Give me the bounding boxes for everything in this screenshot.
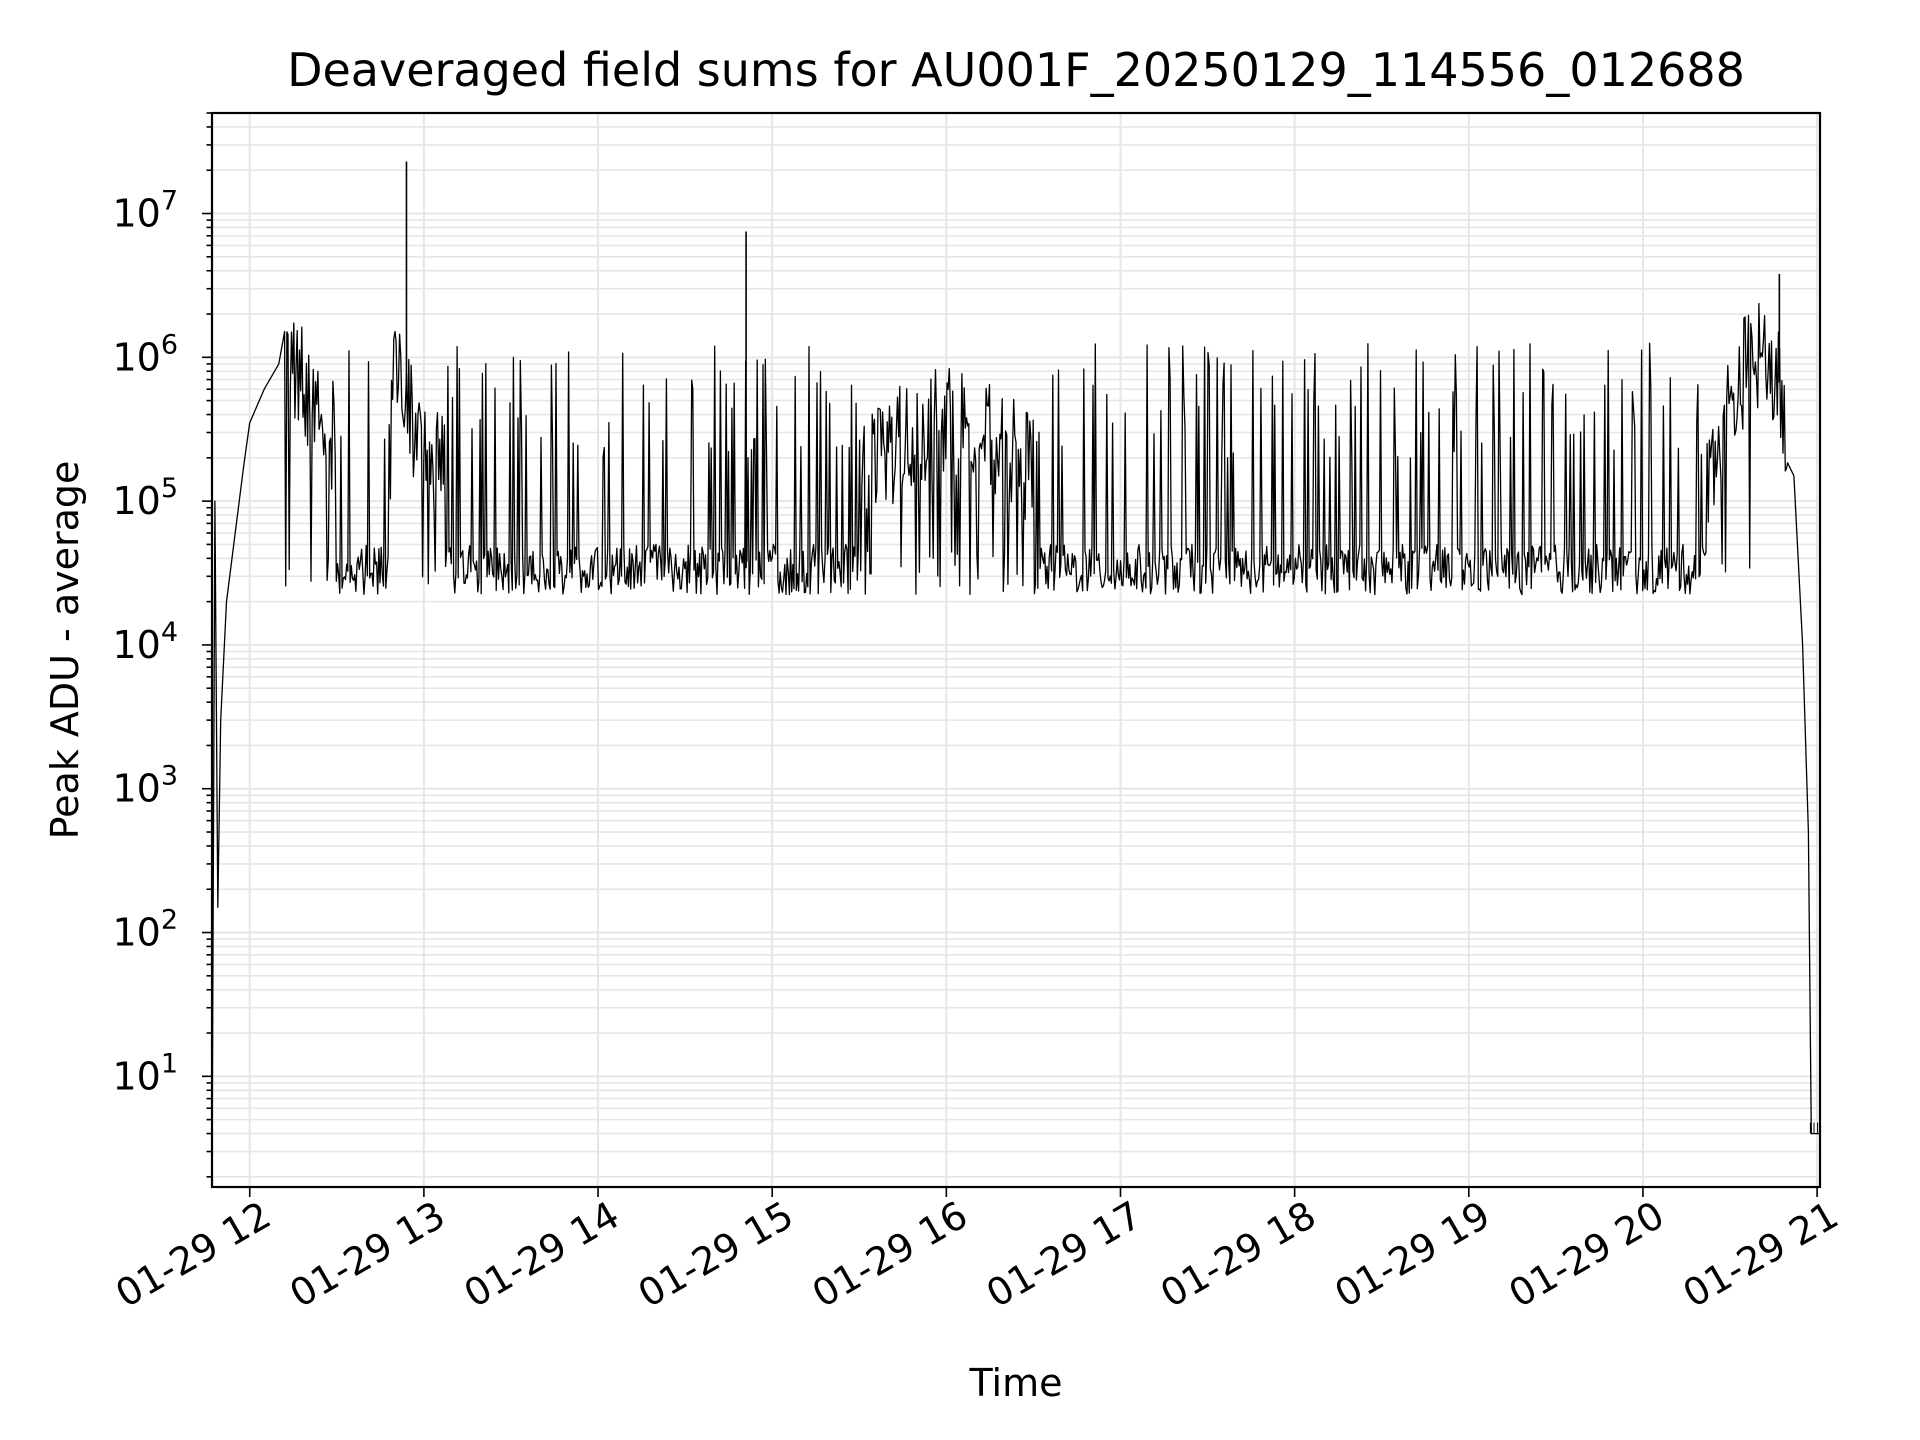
y-tick-label: 107: [112, 186, 178, 236]
x-tick-label: 01-29 19: [1327, 1193, 1497, 1317]
x-tick-label: 01-29 17: [979, 1193, 1149, 1317]
x-axis: 01-29 12 01-29 13 01-29 14 01-29 15 01-29 16…: [108, 1187, 1846, 1317]
y-tick-label: 106: [112, 329, 178, 379]
y-tick-label: 101: [112, 1048, 178, 1098]
x-tick-label: 01-29 12: [108, 1193, 278, 1317]
y-axis-label: Peak ADU - average: [43, 461, 87, 840]
chart-title: Deaveraged field sums for AU001F_2025012…: [287, 43, 1745, 97]
y-axis: 101 102 103 104 105 106 107: [112, 112, 212, 1178]
y-tick-label: 103: [112, 761, 178, 811]
grid: [212, 112, 1820, 1187]
data-layer: [211, 161, 1820, 1188]
x-tick-label: 01-29 21: [1676, 1193, 1846, 1317]
x-tick-label: 01-29 13: [282, 1193, 452, 1317]
y-tick-label: 105: [112, 473, 178, 523]
plot-frame: [210, 111, 1822, 1189]
x-tick-label: 01-29 16: [805, 1193, 975, 1317]
x-tick-label: 01-29 15: [631, 1193, 801, 1317]
series-line: [211, 302, 1820, 1188]
x-axis-label: Time: [969, 1361, 1063, 1405]
y-tick-label: 104: [112, 617, 178, 667]
x-tick-label: 01-29 20: [1501, 1193, 1671, 1317]
x-tick-label: 01-29 14: [457, 1193, 627, 1317]
y-tick-label: 102: [112, 905, 178, 955]
x-tick-label: 01-29 18: [1153, 1193, 1323, 1317]
